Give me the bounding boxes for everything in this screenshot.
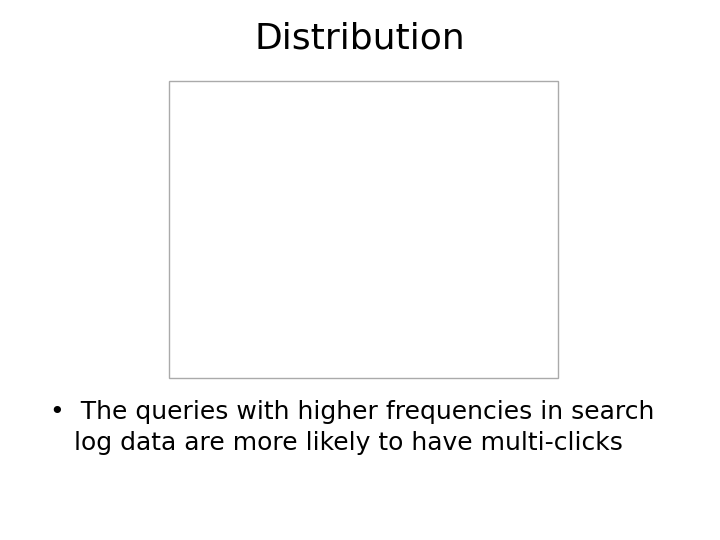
Y-axis label: Percentage of Queries with Multi-
Clicks (%): Percentage of Queries with Multi- Clicks… [189,133,211,320]
Text: •  The queries with higher frequencies in search
   log data are more likely to : • The queries with higher frequencies in… [50,400,654,455]
X-axis label: Top n Percentage Queries (%): Top n Percentage Queries (%) [302,363,467,374]
Text: Distribution: Distribution [255,22,465,56]
